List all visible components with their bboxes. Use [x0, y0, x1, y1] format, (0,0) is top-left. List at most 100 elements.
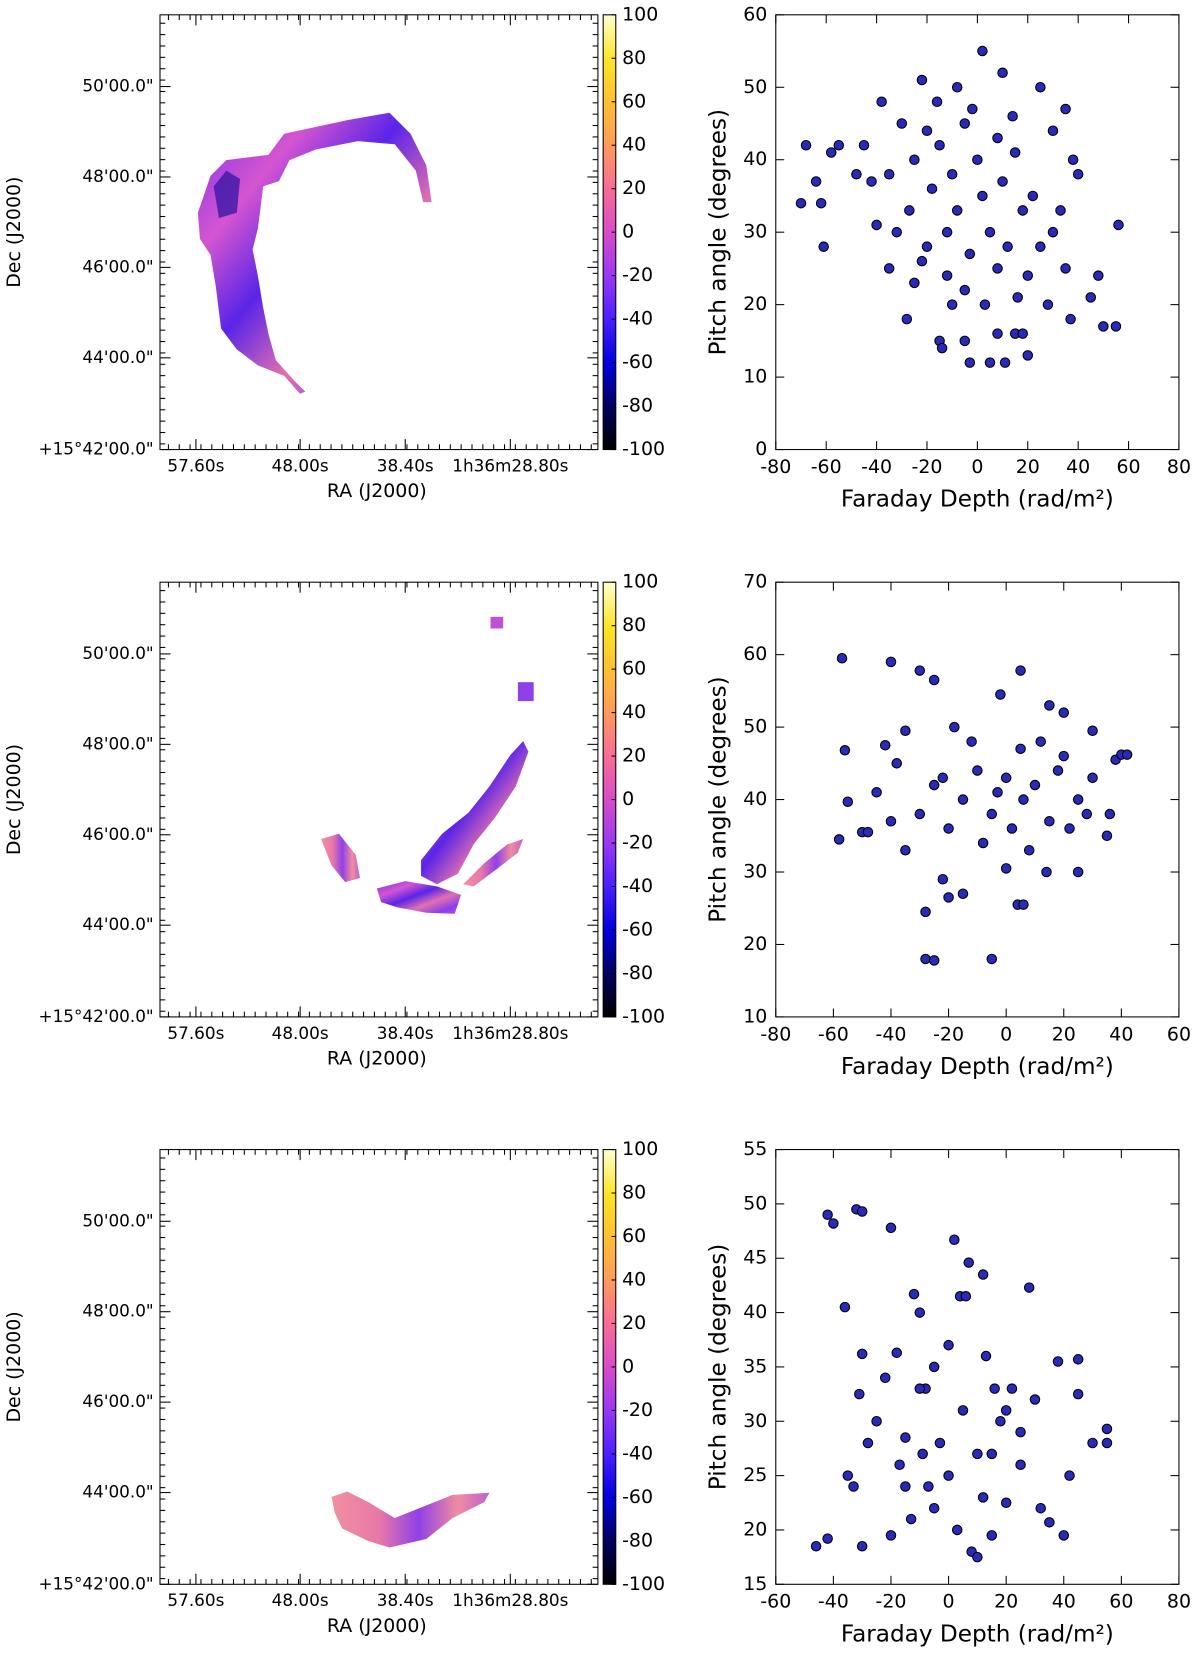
scatter-point [986, 1448, 998, 1460]
scatter-point [839, 1301, 851, 1313]
emission-region [517, 682, 534, 702]
x-tick-label: -20 [933, 1023, 964, 1045]
scatter-point [992, 787, 1003, 798]
scatter-point [997, 176, 1008, 187]
scatter-point [1035, 82, 1046, 93]
scatter-point [957, 1405, 969, 1416]
scatter-point [1029, 1394, 1041, 1405]
scatter-point [856, 1206, 868, 1217]
scatter-point [963, 1257, 974, 1268]
x-tick-label: 60 [1167, 1023, 1191, 1045]
x-tick-label: -40 [861, 456, 892, 478]
y-axis-label: Dec (J2000) [3, 1311, 25, 1422]
y-axis-label: Pitch angle (degrees) [705, 676, 731, 922]
emission-region [213, 170, 240, 218]
scatter-point [1018, 794, 1029, 805]
x-axis-label: RA (J2000) [327, 1615, 427, 1637]
colorbar-tick-label: 40 [622, 701, 646, 723]
scatter-point [941, 270, 953, 281]
scatter-point [959, 118, 971, 129]
x-tick-label: -20 [876, 1591, 907, 1613]
scatter-point [1015, 1459, 1026, 1471]
scatter-point [1058, 1530, 1070, 1541]
x-tick-label: 80 [1167, 456, 1191, 478]
scatter-point [1022, 350, 1034, 361]
scatter-point [1007, 110, 1018, 122]
scatter-point [904, 205, 915, 216]
x-tick-label: 0 [943, 1591, 955, 1613]
scatter-point [885, 656, 897, 668]
scatter-point [1006, 823, 1018, 834]
x-axis-label: RA (J2000) [327, 1048, 427, 1070]
x-tick-label: 20 [994, 1591, 1018, 1613]
y-tick-label: 46'00.0" [82, 1391, 153, 1411]
scatter-point [1044, 816, 1055, 827]
scatter-point [943, 892, 954, 903]
y-tick-label: +15°42'00.0" [38, 1573, 153, 1593]
scatter-point [1035, 1502, 1046, 1514]
x-tick-label: -40 [876, 1023, 907, 1045]
x-tick-label: 80 [1167, 1591, 1191, 1613]
scatter-point [972, 154, 983, 165]
colorbar-tick-label: 40 [622, 1268, 646, 1290]
scatter-point [856, 1348, 868, 1360]
scatter-point [986, 953, 998, 965]
scatter-point [909, 154, 920, 165]
scatter-point [943, 1470, 954, 1481]
scatter-point [977, 1269, 989, 1280]
colorbar-tick-label: -20 [622, 1399, 653, 1421]
scatter-point [989, 1383, 1000, 1394]
scatter-point [900, 1432, 911, 1443]
scatter-point [795, 197, 807, 209]
y-tick-label: 15 [743, 1573, 767, 1595]
scatter-point [1047, 125, 1059, 137]
scatter-point [992, 328, 1003, 339]
colorbar-tick-label: 20 [622, 1312, 646, 1334]
scatter-point [810, 1540, 822, 1552]
y-tick-label: 44'00.0" [82, 1482, 153, 1502]
scatter-point [836, 653, 848, 664]
scatter-point [1104, 808, 1116, 820]
scatter-point [1058, 707, 1070, 718]
scatter-point [1035, 241, 1046, 252]
scatter-point [1052, 1356, 1064, 1367]
emission-region [463, 839, 524, 887]
scatter-point [936, 342, 948, 354]
scatter-point [1000, 863, 1012, 874]
scatter-point [883, 263, 895, 274]
x-axis-label: RA (J2000) [327, 480, 427, 502]
emission-region [376, 881, 462, 914]
scatter-point [995, 689, 1006, 700]
scatter-point [966, 736, 977, 747]
map-frame [159, 1149, 599, 1585]
scatter-point [896, 118, 908, 129]
colorbar-tick-label: 60 [622, 1225, 646, 1247]
scatter-point [979, 299, 991, 310]
colorbar-tick-label: 80 [622, 614, 646, 636]
scatter-point [822, 1209, 833, 1221]
scatter-point [866, 176, 877, 187]
scatter-point [1055, 205, 1066, 216]
scatter-point [851, 168, 862, 180]
scatter-point [822, 1533, 833, 1544]
scatter-point [1072, 168, 1084, 180]
map-frame [159, 14, 599, 451]
scatter-point [1042, 299, 1054, 310]
scatter-point [957, 888, 969, 900]
scatter-point [914, 1383, 926, 1394]
x-tick-label: 38.40s [377, 1590, 434, 1610]
scatter-point [1087, 725, 1098, 736]
y-tick-label: 48'00.0" [82, 733, 153, 753]
scatter-point [854, 1388, 865, 1400]
scatter-point [951, 1524, 963, 1536]
scatter-point [818, 241, 829, 252]
scatter-point [1023, 1282, 1035, 1293]
scatter-point [1052, 765, 1064, 776]
x-tick-label: -80 [760, 1023, 791, 1045]
emission-region [331, 1491, 490, 1548]
scatter-point [800, 139, 812, 151]
y-tick-label: 60 [743, 643, 767, 665]
y-tick-label: 10 [743, 366, 767, 388]
scatter-point [1101, 830, 1113, 842]
y-tick-label: 40 [743, 1301, 767, 1323]
